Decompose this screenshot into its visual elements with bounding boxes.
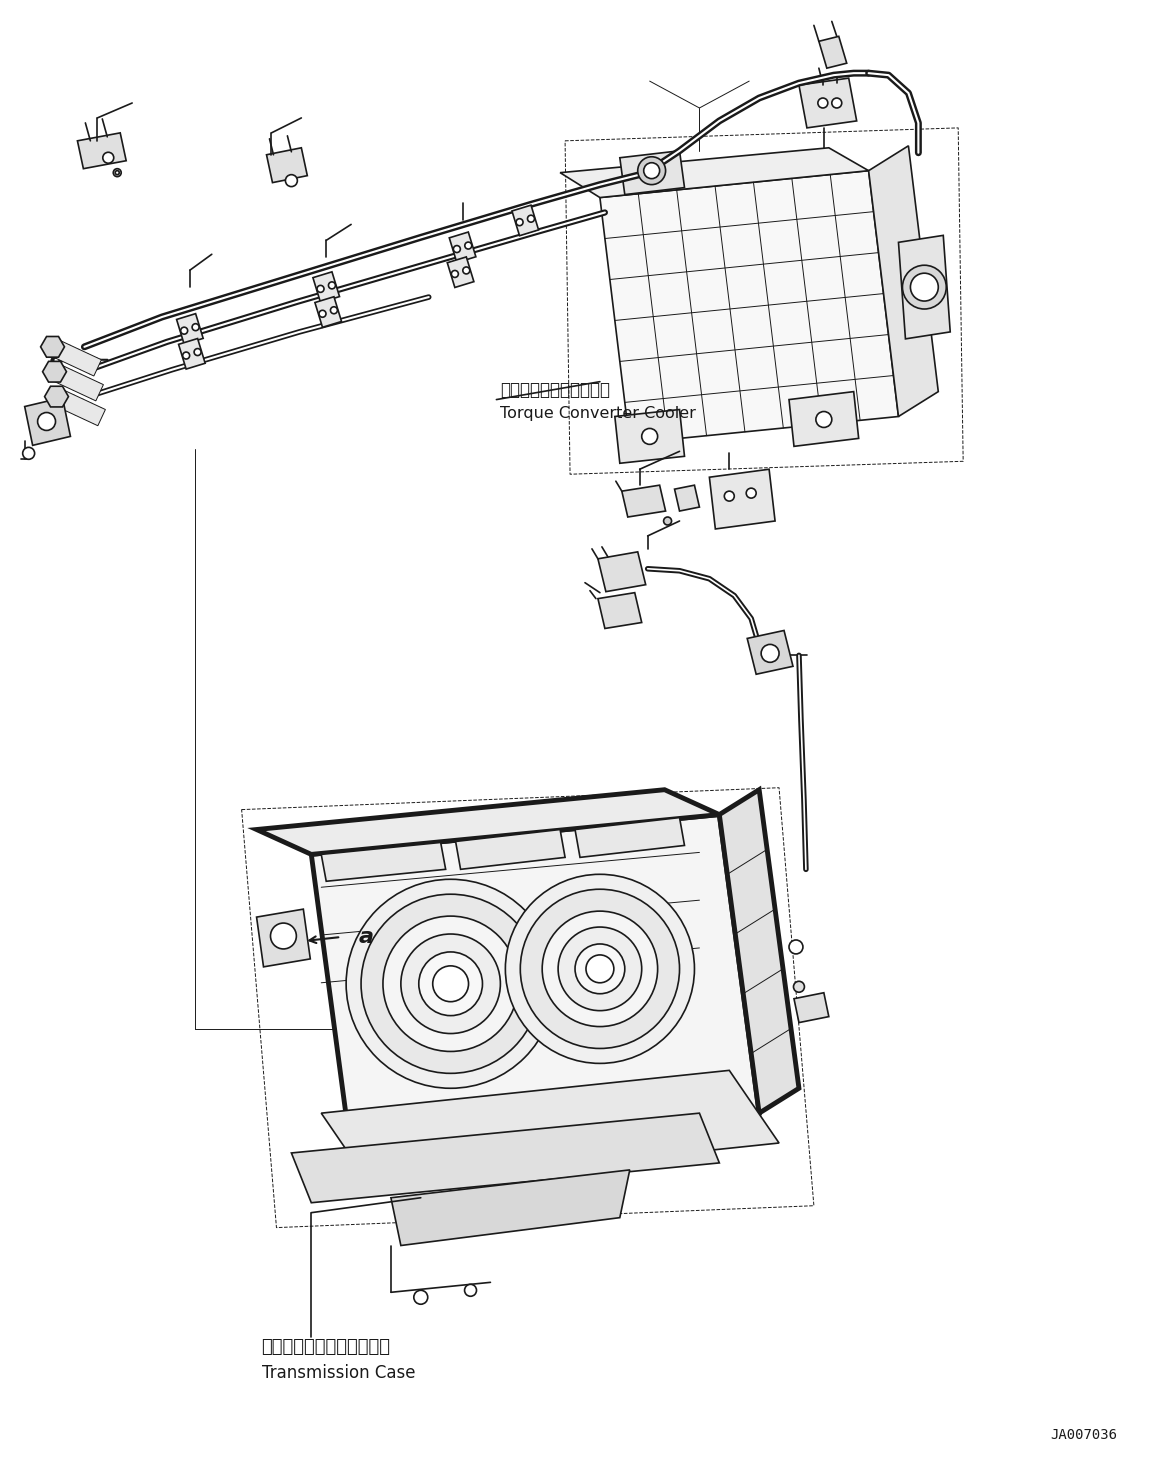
Polygon shape [615,410,685,464]
Circle shape [330,306,337,313]
Polygon shape [177,313,204,344]
Polygon shape [561,147,869,197]
Circle shape [37,413,56,430]
Text: トランスミッションケース: トランスミッションケース [262,1338,391,1356]
Polygon shape [321,843,445,881]
Circle shape [558,927,642,1010]
Circle shape [793,981,805,993]
Polygon shape [899,235,950,338]
Circle shape [818,98,828,108]
Polygon shape [321,1070,779,1185]
Polygon shape [44,386,69,407]
Polygon shape [51,363,104,401]
Polygon shape [257,790,720,854]
Circle shape [183,351,190,359]
Polygon shape [598,551,645,592]
Circle shape [832,98,842,108]
Circle shape [414,1290,428,1305]
Circle shape [192,324,199,331]
Circle shape [575,943,625,994]
Circle shape [361,894,540,1073]
Polygon shape [747,630,793,674]
Polygon shape [720,790,799,1112]
Text: Torque Converter Cooler: Torque Converter Cooler [500,405,697,421]
Text: トルクコンバータクーラ: トルクコンバータクーラ [500,381,611,398]
Circle shape [180,327,187,334]
Polygon shape [24,398,71,445]
Circle shape [115,171,120,175]
Circle shape [725,491,734,502]
Circle shape [789,940,802,954]
Polygon shape [43,362,66,382]
Circle shape [401,935,500,1034]
Polygon shape [799,79,857,128]
Circle shape [451,270,458,277]
Polygon shape [41,337,64,357]
Polygon shape [312,815,759,1153]
Circle shape [463,267,470,274]
Circle shape [317,286,324,293]
Polygon shape [620,150,685,194]
Circle shape [747,488,756,499]
Polygon shape [313,271,340,302]
Circle shape [194,348,201,356]
Circle shape [328,281,335,289]
Polygon shape [315,297,342,327]
Circle shape [454,245,461,252]
Polygon shape [869,146,939,417]
Circle shape [586,955,614,983]
Circle shape [516,219,523,226]
Circle shape [383,916,519,1051]
Polygon shape [52,388,106,426]
Circle shape [23,448,35,459]
Polygon shape [600,171,899,443]
Polygon shape [78,133,126,169]
Circle shape [902,265,947,309]
Polygon shape [512,206,538,236]
Polygon shape [292,1112,720,1203]
Polygon shape [266,147,307,182]
Circle shape [419,952,483,1016]
Circle shape [506,875,694,1063]
Text: JA007036: JA007036 [1050,1427,1118,1442]
Circle shape [113,169,121,176]
Circle shape [643,163,659,179]
Polygon shape [49,338,101,376]
Circle shape [464,1284,477,1296]
Polygon shape [794,993,829,1022]
Polygon shape [819,36,847,69]
Polygon shape [789,392,858,446]
Polygon shape [456,830,565,869]
Circle shape [285,175,298,187]
Text: Transmission Case: Transmission Case [262,1363,415,1382]
Circle shape [465,242,472,249]
Circle shape [642,429,657,445]
Polygon shape [391,1169,630,1245]
Polygon shape [448,257,473,287]
Circle shape [520,889,679,1048]
Circle shape [528,216,535,222]
Circle shape [911,273,939,300]
Polygon shape [709,469,775,529]
Circle shape [347,879,555,1088]
Polygon shape [675,486,699,512]
Circle shape [433,965,469,1002]
Circle shape [816,411,832,427]
Circle shape [102,152,114,163]
Polygon shape [179,338,205,369]
Polygon shape [257,910,311,967]
Text: a: a [50,348,65,367]
Polygon shape [622,486,665,518]
Circle shape [542,911,657,1026]
Polygon shape [575,818,685,857]
Polygon shape [598,592,642,628]
Polygon shape [449,232,476,262]
Circle shape [319,311,326,318]
Circle shape [637,157,665,185]
Text: a: a [359,927,374,948]
Circle shape [761,644,779,662]
Circle shape [664,518,671,525]
Circle shape [271,923,297,949]
